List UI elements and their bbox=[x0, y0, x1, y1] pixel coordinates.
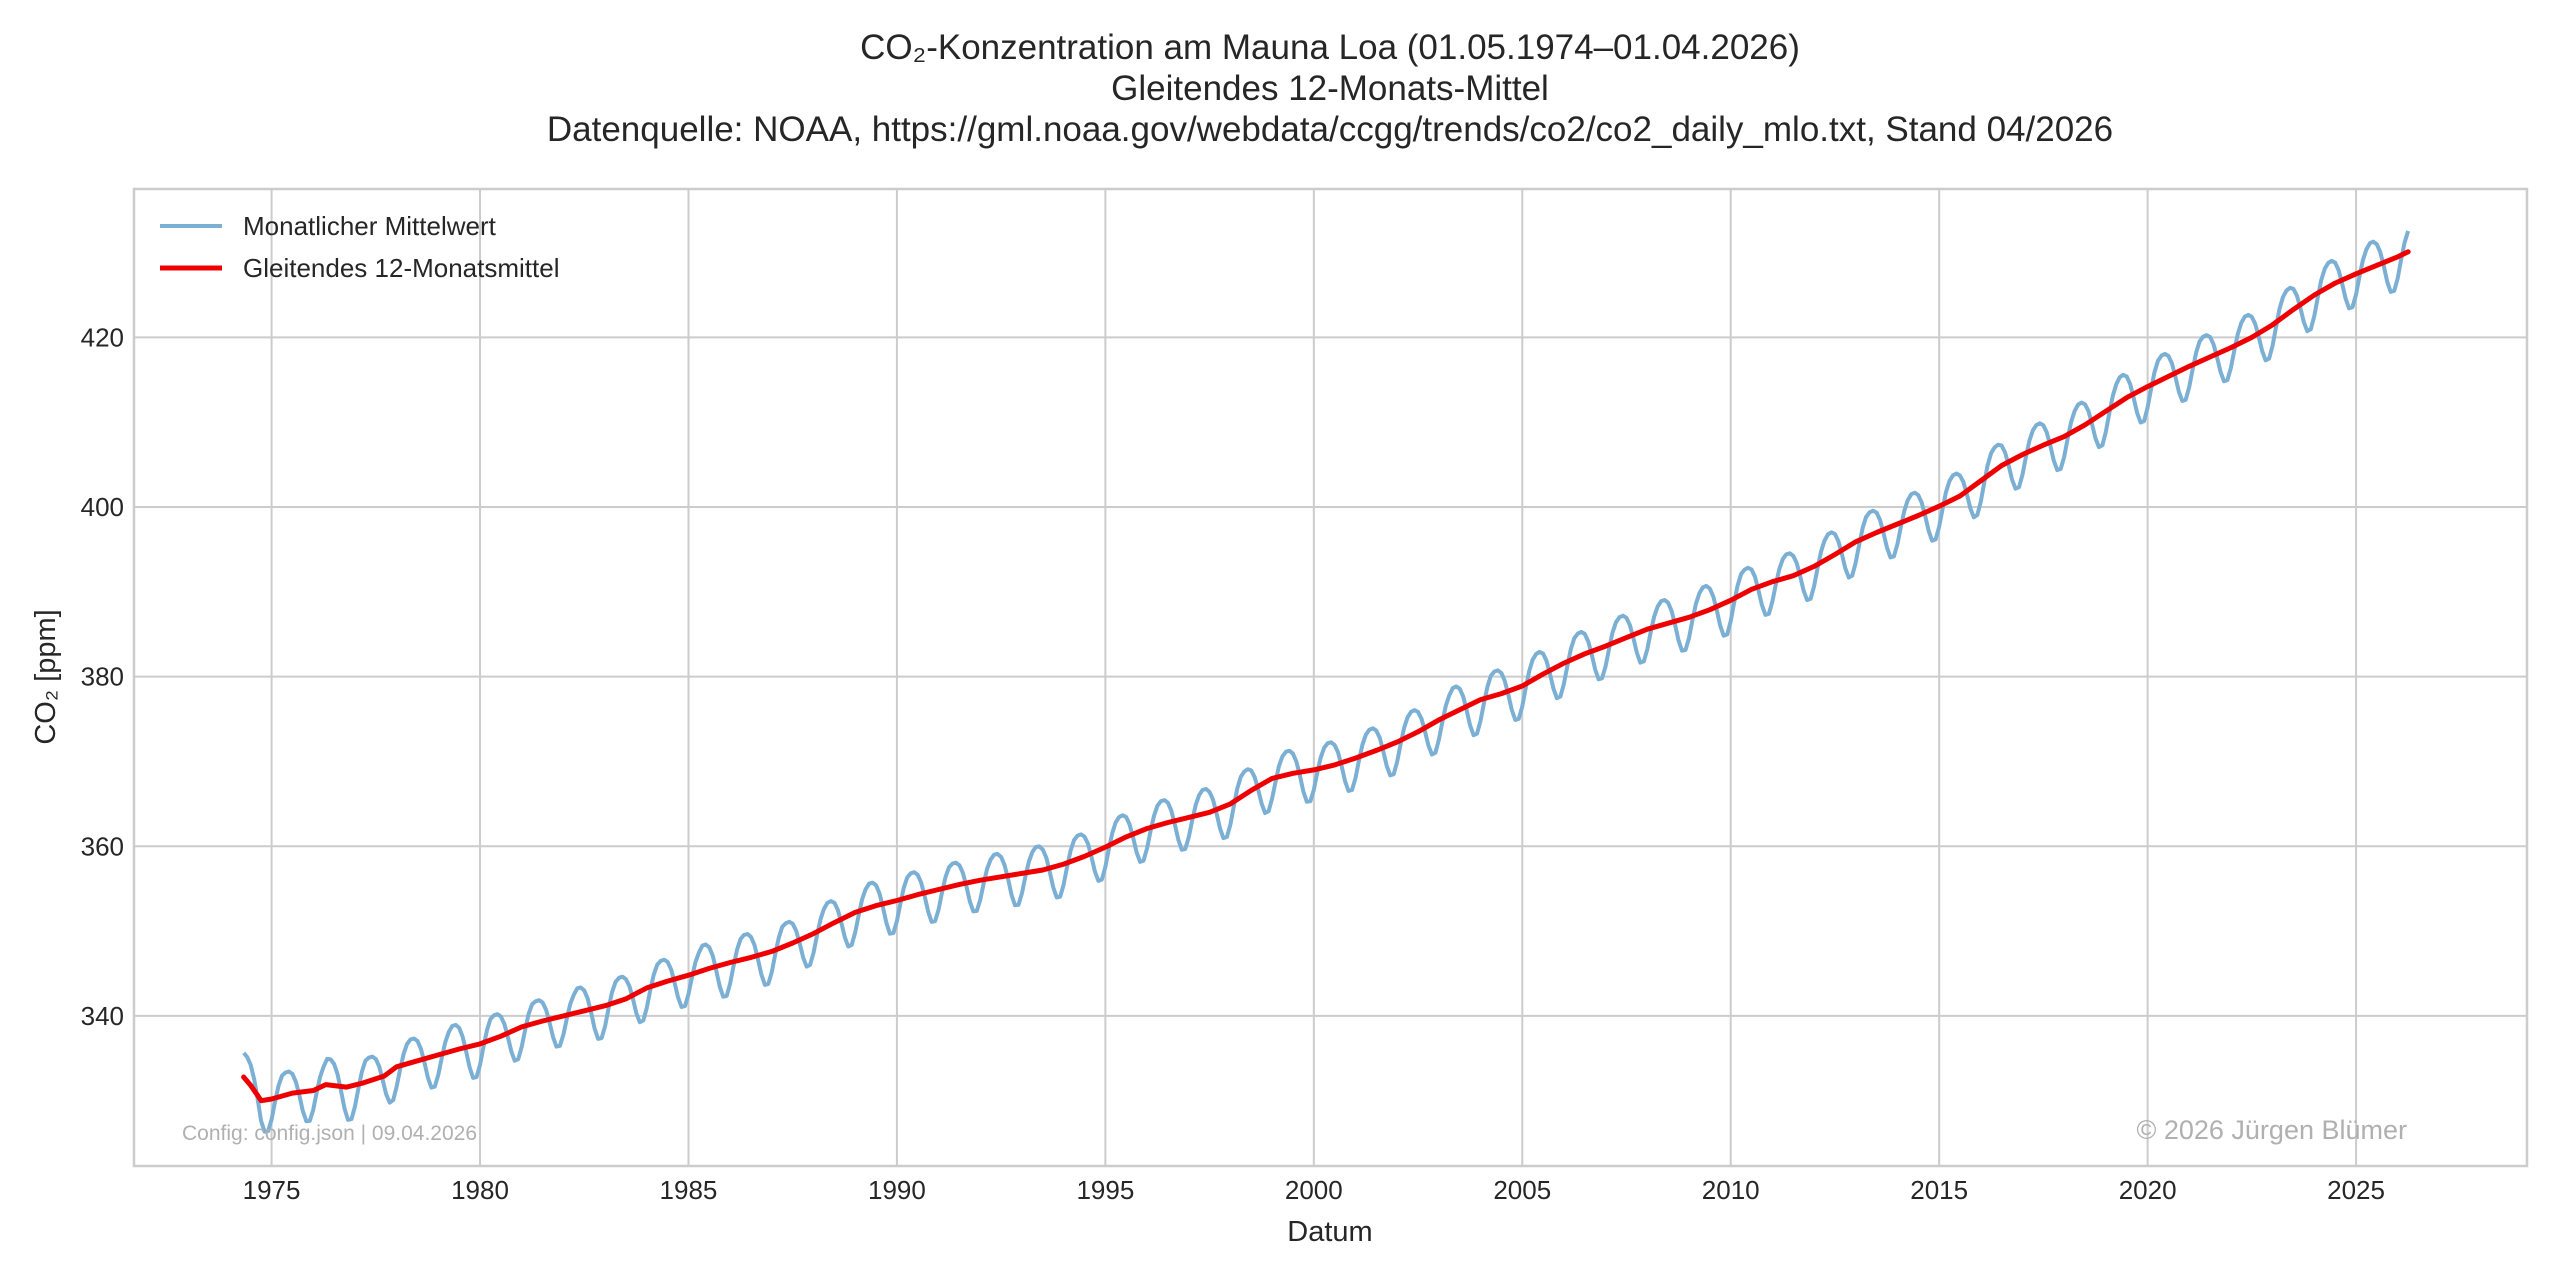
y-axis-label: CO₂ [ppm] bbox=[30, 609, 62, 744]
x-tick-label: 2015 bbox=[1910, 1175, 1968, 1205]
x-tick-label: 1980 bbox=[451, 1175, 509, 1205]
series-line-monthly-mean bbox=[242, 230, 2411, 1134]
x-tick-label: 1975 bbox=[243, 1175, 301, 1205]
x-tick-label: 1990 bbox=[868, 1175, 926, 1205]
series-line-moving-average bbox=[241, 249, 2411, 1104]
x-axis-label: Datum bbox=[1287, 1216, 1372, 1248]
x-tick-label: 2010 bbox=[1702, 1175, 1760, 1205]
y-tick-label: 360 bbox=[81, 831, 124, 861]
y-tick-label: 420 bbox=[81, 322, 124, 352]
legend-label-monthly: Monatlicher Mittelwert bbox=[243, 211, 497, 241]
x-tick-label: 2020 bbox=[2119, 1175, 2177, 1205]
x-tick-label: 1995 bbox=[1076, 1175, 1134, 1205]
x-tick-label: 2025 bbox=[2327, 1175, 2385, 1205]
y-tick-label: 340 bbox=[81, 1001, 124, 1031]
y-tick-label: 400 bbox=[81, 492, 124, 522]
x-tick-label: 2005 bbox=[1493, 1175, 1551, 1205]
chart-title: CO₂-Konzentration am Mauna Loa (01.05.19… bbox=[860, 28, 1800, 67]
plot-frame bbox=[132, 187, 2529, 1168]
y-tick-label: 380 bbox=[81, 662, 124, 692]
copyright-note: © 2026 Jürgen Blümer bbox=[2136, 1115, 2407, 1145]
chart-subtitle: Gleitendes 12-Monats-Mittel bbox=[1111, 69, 1549, 108]
x-tick-label: 1985 bbox=[660, 1175, 718, 1205]
config-note: Config: config.json | 09.04.2026 bbox=[182, 1122, 477, 1145]
grid-layer bbox=[134, 189, 2527, 1166]
legend-label-moving-average: Gleitendes 12-Monatsmittel bbox=[243, 253, 559, 283]
x-tick-labels: 1975 1980 1985 1990 1995 2000 2005 2010 2015 2020… bbox=[243, 1175, 2385, 1205]
series-layer bbox=[241, 230, 2411, 1134]
y-tick-labels: 340 360 380 400 420 bbox=[81, 322, 124, 1030]
chart-title-block: CO₂-Konzentration am Mauna Loa (01.05.19… bbox=[547, 28, 2113, 149]
chart-source: Datenquelle: NOAA, https://gml.noaa.gov/… bbox=[547, 110, 2113, 149]
x-tick-label: 2000 bbox=[1285, 1175, 1343, 1205]
legend: Monatlicher Mittelwert Gleitendes 12-Mon… bbox=[160, 211, 559, 283]
